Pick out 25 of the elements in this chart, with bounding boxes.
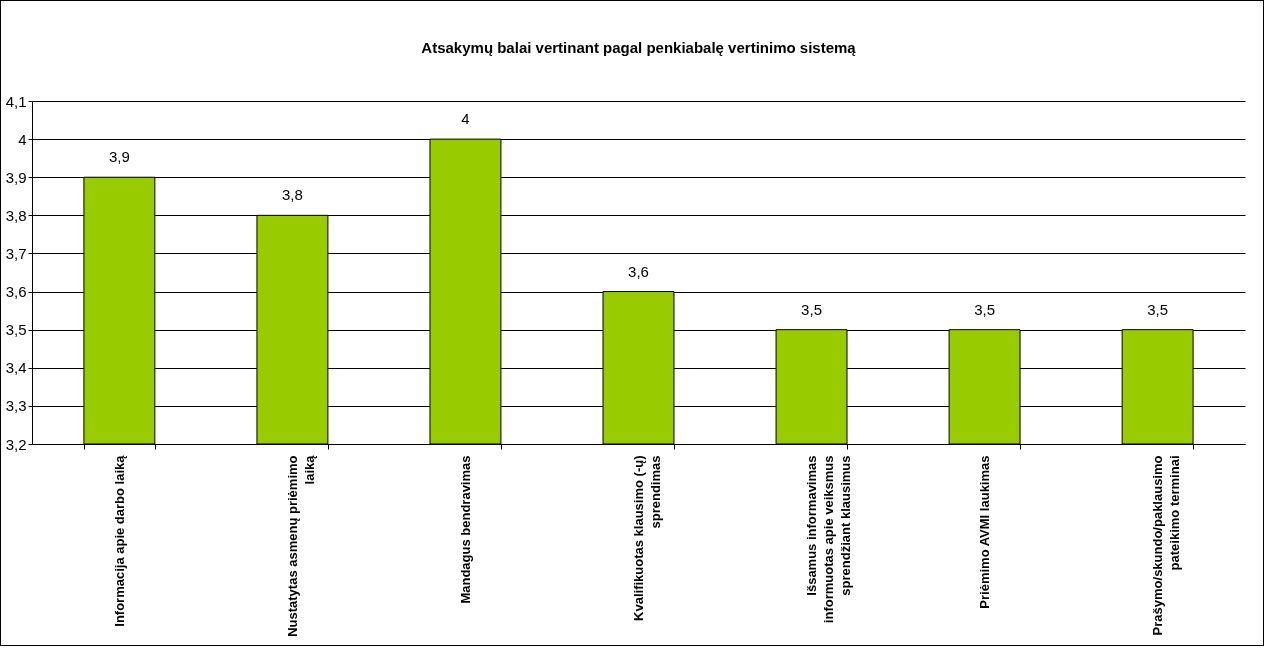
data-label: 3,5 xyxy=(1147,300,1169,318)
data-label: 3,9 xyxy=(108,148,130,166)
data-label: 3,6 xyxy=(628,262,649,280)
x-tick-label: Prašymo/skundo/paklausimo pateikimo terminai xyxy=(1150,455,1183,636)
x-tick-label: Kvalifikuotas klausimo (-ų) sprendimas xyxy=(631,455,663,621)
y-tick-label: 3,8 xyxy=(5,206,27,224)
chart-title: Atsakymų balai vertinant pagal penkiabalę vertinimo sistemą xyxy=(421,39,857,56)
y-tick-label: 4 xyxy=(18,130,27,148)
x-tick-label: Priėmimo AVMI laukimas xyxy=(977,455,993,609)
y-tick-label: 3,4 xyxy=(5,359,27,377)
x-tick-label: Išsamus informavimas informuotas apie veiksmus sprendžiant klausimus xyxy=(804,455,854,624)
y-tick-label: 3,6 xyxy=(5,283,27,301)
data-label: 3,8 xyxy=(281,186,303,204)
y-tick-label: 3,2 xyxy=(5,435,27,453)
y-tick-label: 3,5 xyxy=(5,321,27,339)
y-tick-label: 3,7 xyxy=(5,244,27,262)
y-tick-label: 3,3 xyxy=(5,397,27,415)
x-tick-label: Informacija apie darbo laiką xyxy=(111,454,127,627)
y-tick-label: 3,9 xyxy=(5,168,27,186)
x-tick-label: Mandagus bendravimas xyxy=(457,455,473,604)
x-tick-label: Nustatytas asmenų priėmimo laiką xyxy=(284,454,317,637)
data-label: 3,5 xyxy=(801,300,822,318)
data-label: 3,5 xyxy=(974,300,996,318)
data-label: 4 xyxy=(461,110,470,128)
y-tick-label: 4,1 xyxy=(5,92,27,110)
